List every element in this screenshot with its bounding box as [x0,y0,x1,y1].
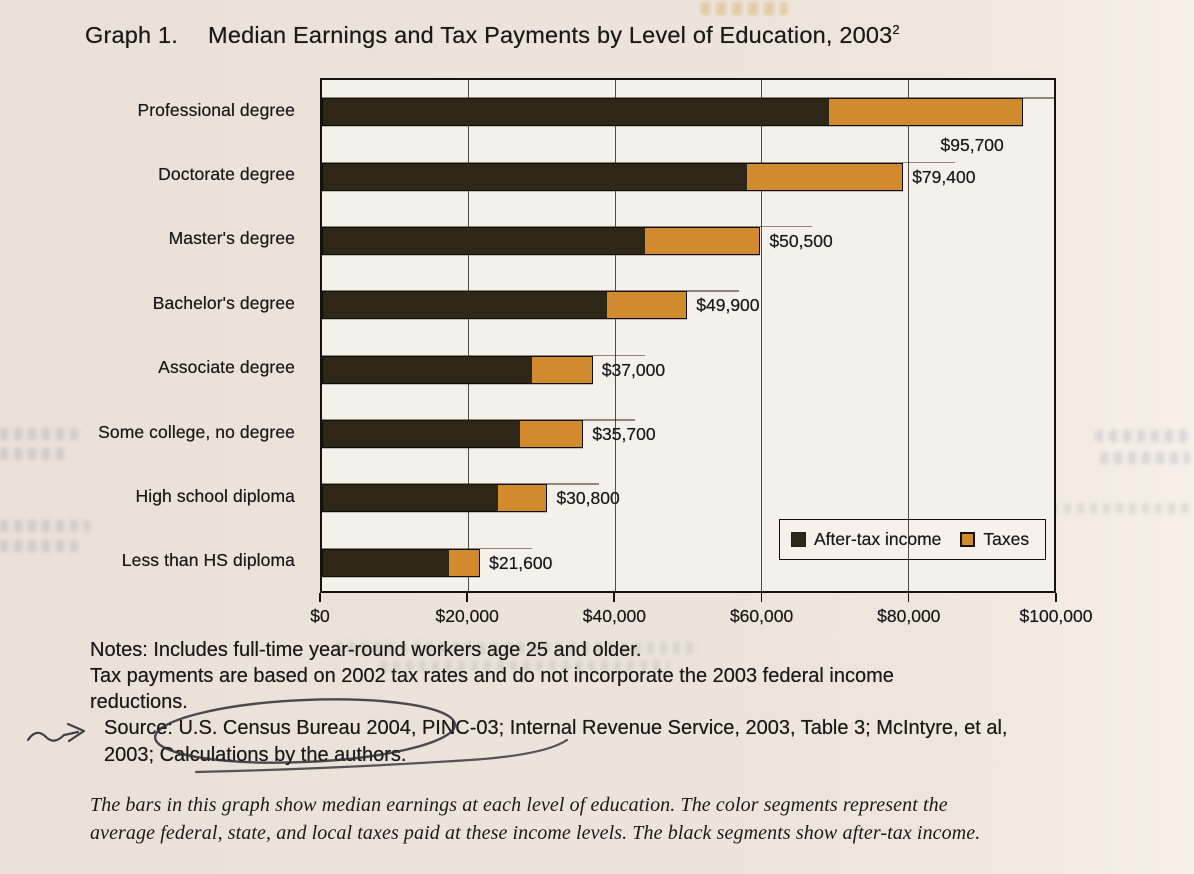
value-label: $37,000 [601,359,666,380]
bar-taxes-segment [449,549,480,576]
scan-smear [322,547,533,550]
gridline [468,80,470,591]
axis-tick [613,593,615,602]
axis-tick [907,593,910,602]
source-line: Source: U.S. Census Bureau 2004, PINC-03… [104,717,1008,739]
bar-taxes-segment [532,356,592,383]
legend: After-tax income Taxes [779,519,1046,560]
category-label: Less than HS diploma [121,550,295,571]
scan-smear [322,161,956,164]
value-label: $30,800 [556,488,620,509]
plot-area: After-tax income Taxes $95,700 $79,400 $50… [320,78,1056,593]
value-label: $95,700 [940,135,1004,156]
bar-after-tax-segment [323,485,498,512]
category-label: Doctorate degree [158,164,295,185]
bar-after-tax-segment [323,227,646,254]
axis-tick [466,593,468,602]
category-label: Associate degree [158,357,295,378]
notes-line: Tax payments are based on 2002 tax rates… [90,665,894,687]
after-tax-swatch-icon [791,532,806,547]
bar-taxes-segment [519,421,583,448]
scan-smear [322,225,813,228]
footnote-superscript: 2 [892,22,900,38]
category-label: High school diploma [135,485,295,506]
bar-after-tax-segment [323,421,520,448]
legend-item-after-tax: After-tax income [791,529,941,550]
bar-row [322,98,1023,127]
x-axis-tick-label: $0 [310,606,330,626]
bar-after-tax-segment [323,356,533,383]
category-label: Some college, no degree [98,421,295,442]
source-line: 2003; Calculations by the authors. [104,744,407,766]
bar-row [322,548,481,577]
legend-label-after-tax: After-tax income [814,529,942,549]
axis-tick [1055,593,1057,602]
bar-row [322,162,904,191]
graph-number-label: Graph 1. [85,22,179,48]
gridline [761,80,763,591]
value-label: $50,500 [769,230,833,251]
bar-taxes-segment [645,227,760,254]
x-axis-tick-label: $20,000 [435,606,499,626]
category-label: Professional degree [137,99,295,120]
x-axis-tick-label: $100,000 [1019,606,1093,626]
scan-smear [322,354,645,357]
bar-after-tax-segment [323,549,450,576]
category-label: Bachelor's degree [152,292,295,313]
value-label: $49,900 [696,295,760,316]
caption-line: The bars in this graph show median earni… [90,794,948,816]
axis-tick [319,593,321,602]
notes-block: Notes: Includes full-time year-round wor… [90,637,894,715]
caption-line: average federal, state, and local taxes … [90,822,981,844]
scan-smear [322,419,636,421]
legend-item-taxes: Taxes [960,529,1029,550]
chart-title: Median Earnings and Tax Payments by Leve… [208,22,900,48]
bar-taxes-segment [497,485,547,512]
chart-title-row: Graph 1. Median Earnings and Tax Payment… [85,22,900,49]
gridline [907,80,909,591]
taxes-swatch-icon [960,532,976,547]
notes-line: Notes: Includes full-time year-round wor… [90,639,642,661]
x-axis-tick-label: $60,000 [729,606,794,626]
bar-after-tax-segment [323,163,747,190]
legend-label-taxes: Taxes [983,529,1030,549]
scan-smear [322,483,600,485]
notes-line: reductions. [90,691,188,713]
bar-taxes-segment [828,99,1022,126]
bar-after-tax-segment [323,99,829,126]
x-axis-tick-label: $40,000 [582,606,647,626]
source-block: Source: U.S. Census Bureau 2004, PINC-03… [104,715,1007,769]
gridline [614,80,616,591]
bar-row [322,291,688,320]
bar-row [322,484,548,513]
value-label: $21,600 [489,552,553,573]
category-label: Master's degree [168,228,295,249]
value-label: $79,400 [912,166,976,187]
x-axis-tick-label: $80,000 [877,606,941,626]
axis-tick [760,593,763,602]
bar-after-tax-segment [323,292,607,319]
value-label: $35,700 [592,424,656,445]
bar-taxes-segment [606,292,687,319]
scan-smear [322,97,1054,99]
bar-row [322,420,584,449]
bar-row [322,355,593,384]
bar-row [322,226,761,255]
category-labels: Professional degree Doctorate degree Maste… [0,78,306,593]
scan-smear [322,290,740,292]
caption-block: The bars in this graph show median earni… [90,791,980,847]
bar-taxes-segment [746,163,903,190]
